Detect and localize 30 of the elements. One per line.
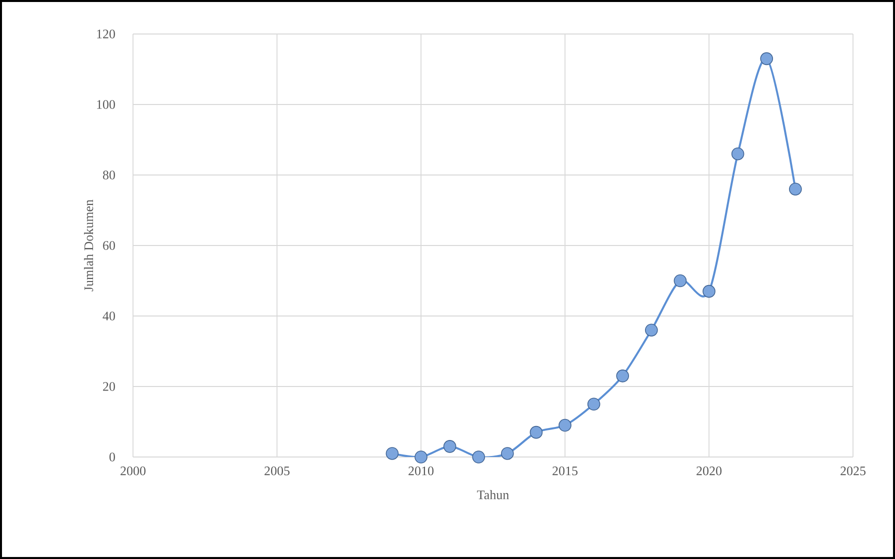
point (760, 52, 774, 66)
point (414, 450, 428, 464)
x-axis-title: Tahun (477, 490, 509, 500)
y-axis-title: Jumlah Dokumen (84, 200, 94, 292)
x-tick-label: 2000 (120, 466, 146, 476)
point (386, 447, 399, 460)
y-tick-label: 60 (103, 241, 115, 250)
point (674, 274, 687, 288)
point (731, 147, 744, 160)
point (443, 440, 456, 453)
point (558, 418, 572, 432)
y-tick-label: 80 (102, 170, 115, 180)
y-tick-label: 40 (102, 312, 115, 320)
x-tick-label: 2010 (408, 466, 434, 476)
y-tick-label: 120 (97, 30, 115, 38)
y-tick-label: 0 (109, 452, 115, 462)
point (645, 324, 658, 336)
point (616, 370, 630, 382)
y-tick-label: 20 (103, 382, 115, 391)
x-tick-label: 2015 (552, 466, 578, 476)
point (501, 447, 514, 460)
point (587, 398, 600, 411)
y-tick-label: 100 (97, 100, 115, 109)
point (702, 284, 716, 298)
point (472, 450, 486, 464)
x-tick-label: 2005 (264, 466, 290, 476)
point (530, 426, 543, 439)
point (789, 182, 802, 196)
x-tick-label: 2025 (840, 466, 866, 476)
x-tick-label: 2020 (696, 466, 722, 476)
